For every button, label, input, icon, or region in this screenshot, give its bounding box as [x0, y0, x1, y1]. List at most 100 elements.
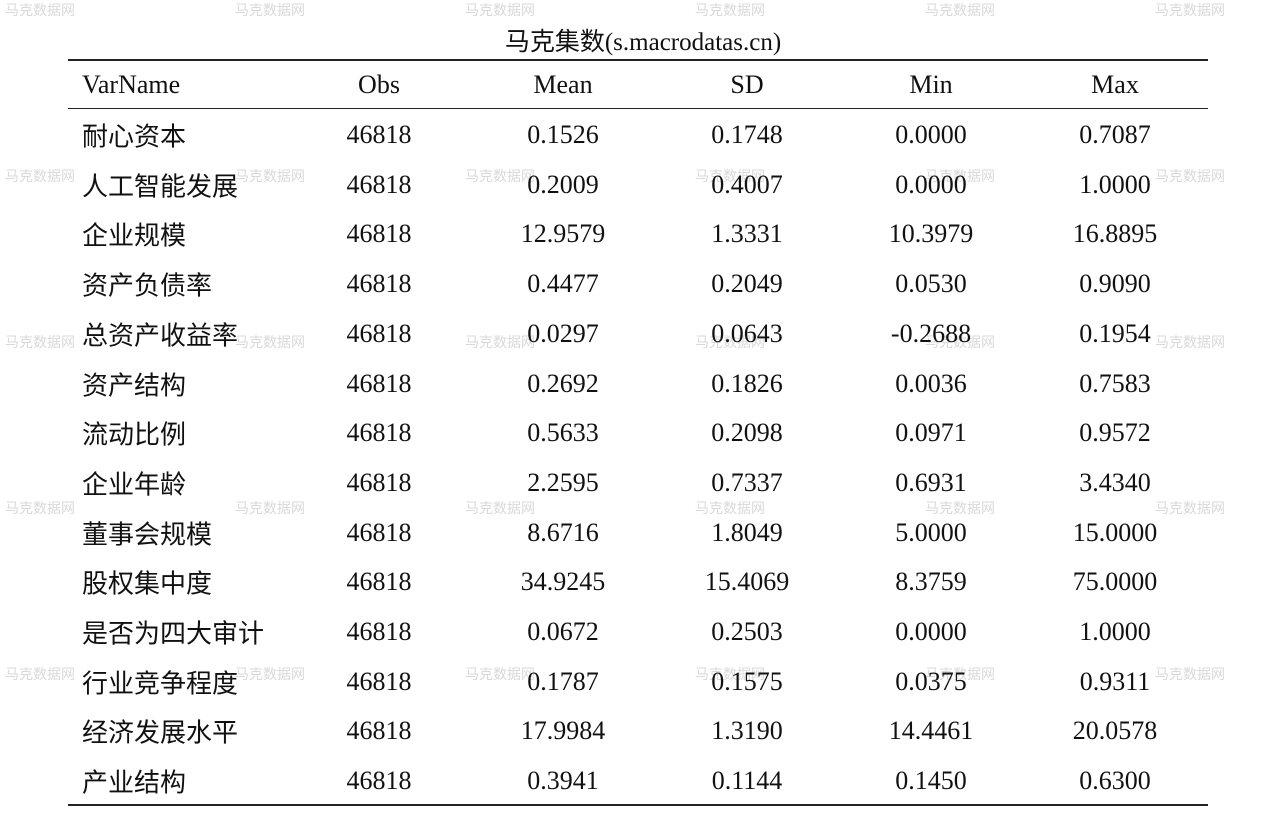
- watermark: 马克数据网: [695, 3, 765, 19]
- watermark: 马克数据网: [925, 3, 995, 19]
- watermark: 马克数据网: [235, 335, 305, 351]
- table-cell: 0.1748: [711, 120, 783, 149]
- table-cell: 46818: [346, 318, 412, 348]
- watermark: 马克数据网: [1155, 667, 1225, 683]
- table-cell: 0.1826: [711, 368, 783, 398]
- table-cell: 46818: [346, 169, 412, 199]
- table-cell: 46818: [346, 120, 412, 149]
- table-cell: 14.4461: [888, 716, 974, 746]
- table-cell: 0.6931: [895, 467, 967, 497]
- table-cell: 34.9245: [520, 567, 606, 597]
- row-label: 产业结构: [82, 768, 187, 798]
- table-cell: 0.1526: [527, 120, 599, 149]
- watermark: 马克数据网: [1155, 169, 1225, 185]
- row-label: 是否为四大审计: [82, 619, 265, 649]
- table-cell: 0.0297: [527, 318, 599, 348]
- table-cell: 46818: [346, 269, 412, 299]
- table-cell: 5.0000: [895, 517, 967, 547]
- row-label: 耐心资本: [82, 122, 187, 152]
- header-rule: [68, 108, 1208, 109]
- watermark: 马克数据网: [695, 169, 765, 185]
- table-cell: 0.0375: [895, 666, 967, 696]
- table-cell: 46818: [346, 617, 412, 646]
- table-cell: 46818: [346, 766, 412, 796]
- row-label: 总资产收益率: [82, 321, 239, 351]
- table-title: 马克集数(s.macrodatas.cn): [504, 29, 782, 56]
- table-cell: 0.2098: [711, 418, 783, 448]
- row-label: 行业竞争程度: [82, 669, 239, 699]
- column-header: Max: [1091, 70, 1139, 99]
- watermark: 马克数据网: [465, 501, 535, 517]
- table-cell: 8.6716: [527, 517, 599, 547]
- watermark: 马克数据网: [5, 3, 75, 19]
- table-cell: 15.0000: [1072, 517, 1158, 547]
- table-cell: 46818: [346, 219, 412, 249]
- table-cell: 0.1954: [1079, 318, 1151, 348]
- table-cell: 0.5633: [527, 418, 599, 448]
- watermark: 马克数据网: [465, 3, 535, 19]
- table-cell: 46818: [346, 567, 412, 597]
- row-label: 董事会规模: [82, 520, 213, 550]
- table-cell: 0.0036: [895, 368, 967, 398]
- watermark: 马克数据网: [925, 335, 995, 351]
- table-cell: 0.9572: [1079, 418, 1151, 448]
- table-cell: 0.2049: [711, 269, 783, 299]
- table-cell: 46818: [346, 368, 412, 398]
- table-cell: 2.2595: [527, 467, 599, 497]
- watermark: 马克数据网: [1155, 335, 1225, 351]
- table-cell: 16.8895: [1072, 219, 1158, 249]
- table-cell: 0.2503: [711, 617, 783, 646]
- column-header: VarName: [82, 70, 181, 99]
- column-header: SD: [730, 70, 764, 99]
- row-label: 资产结构: [82, 371, 187, 400]
- table-cell: 0.9090: [1079, 269, 1151, 299]
- table-cell: 10.3979: [888, 219, 974, 249]
- watermark: 马克数据网: [465, 169, 535, 185]
- table-cell: 1.0000: [1079, 617, 1151, 646]
- watermark: 马克数据网: [235, 169, 305, 185]
- watermark: 马克数据网: [1155, 3, 1225, 19]
- table-cell: 8.3759: [895, 567, 967, 597]
- table-cell: 0.0000: [895, 617, 967, 646]
- table-cell: 46818: [346, 467, 412, 497]
- watermark: 马克数据网: [1155, 501, 1225, 517]
- table-cell: 46818: [346, 716, 412, 746]
- row-label: 企业年龄: [82, 470, 187, 500]
- table-cell: 0.0530: [895, 269, 967, 299]
- table-cell: 0.4477: [527, 269, 599, 299]
- row-label: 流动比例: [82, 420, 187, 450]
- table-cell: 0.2009: [527, 169, 599, 199]
- watermark: 马克数据网: [925, 169, 995, 185]
- table-cell: 0.1144: [711, 766, 783, 796]
- watermark: 马克数据网: [235, 667, 305, 683]
- column-header: Mean: [533, 70, 593, 99]
- watermark: 马克数据网: [695, 335, 765, 351]
- watermark: 马克数据网: [5, 335, 75, 351]
- watermark: 马克数据网: [695, 501, 765, 517]
- table-cell: 17.9984: [520, 716, 606, 746]
- table-cell: 0.1787: [527, 666, 599, 696]
- table-cell: 0.6300: [1079, 766, 1151, 796]
- table-cell: 0.3941: [527, 766, 599, 796]
- table-cell: 1.3331: [711, 219, 783, 249]
- table-cell: 0.2692: [527, 368, 599, 398]
- watermark: 马克数据网: [235, 3, 305, 19]
- column-header: Obs: [358, 70, 400, 99]
- watermark: 马克数据网: [5, 169, 75, 185]
- table-cell: 46818: [346, 517, 412, 547]
- table-cell: 0.0000: [895, 169, 967, 199]
- row-label: 经济发展水平: [82, 718, 239, 748]
- watermark: 马克数据网: [695, 667, 765, 683]
- table-cell: 0.0672: [527, 617, 599, 646]
- bottom-rule: [68, 804, 1208, 806]
- table-cell: -0.2688: [890, 318, 972, 348]
- table-cell: 0.4007: [711, 169, 783, 199]
- table-cell: 0.1450: [895, 766, 967, 796]
- watermark: 马克数据网: [5, 667, 75, 683]
- row-label: 企业规模: [82, 221, 187, 251]
- watermark: 马克数据网: [925, 667, 995, 683]
- table-cell: 0.7583: [1079, 368, 1151, 398]
- watermark: 马克数据网: [925, 501, 995, 517]
- table-cell: 12.9579: [520, 219, 606, 249]
